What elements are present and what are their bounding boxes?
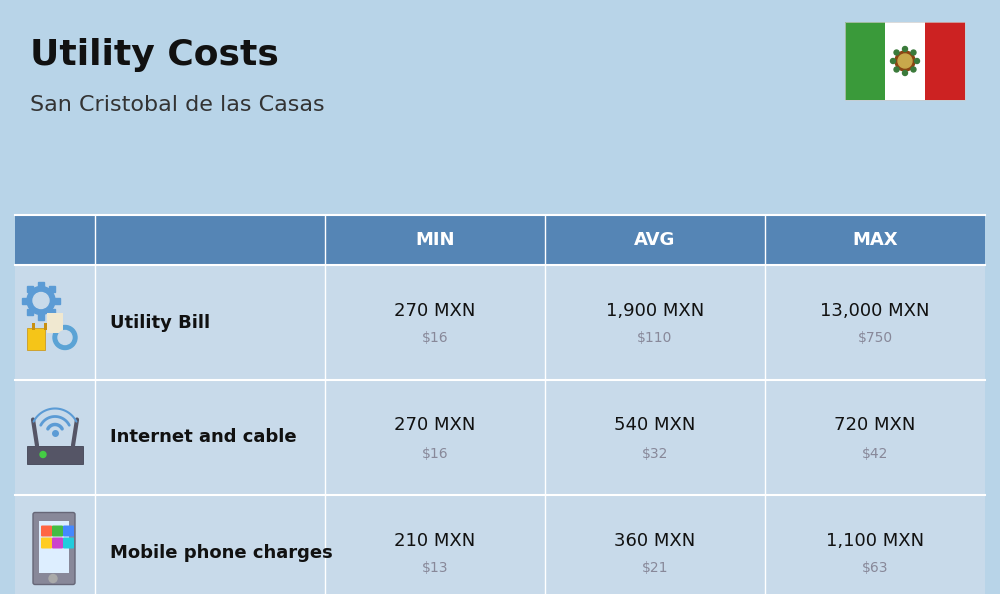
Bar	[22, 298, 28, 304]
Circle shape	[911, 67, 916, 72]
FancyBboxPatch shape	[63, 538, 74, 548]
FancyBboxPatch shape	[41, 538, 52, 548]
Text: 270 MXN: 270 MXN	[394, 416, 476, 434]
Text: MAX: MAX	[852, 231, 898, 249]
Circle shape	[894, 50, 899, 55]
Circle shape	[898, 54, 912, 68]
Circle shape	[33, 292, 49, 308]
Circle shape	[49, 574, 57, 583]
Text: Utility Bill: Utility Bill	[110, 314, 210, 331]
Circle shape	[27, 286, 55, 314]
Bar	[15, 495, 985, 594]
Bar	[15, 380, 985, 495]
FancyBboxPatch shape	[52, 538, 63, 548]
Circle shape	[902, 71, 908, 75]
FancyBboxPatch shape	[63, 526, 74, 536]
Text: 210 MXN: 210 MXN	[394, 532, 476, 549]
Text: 540 MXN: 540 MXN	[614, 416, 696, 434]
Text: San Cristobal de las Casas: San Cristobal de las Casas	[30, 95, 325, 115]
Text: $21: $21	[642, 561, 668, 576]
Bar	[27, 286, 33, 292]
FancyBboxPatch shape	[52, 526, 63, 536]
Bar	[27, 446, 83, 463]
Text: MIN: MIN	[415, 231, 455, 249]
Circle shape	[894, 67, 899, 72]
Text: 1,100 MXN: 1,100 MXN	[826, 532, 924, 549]
Bar	[845, 22, 965, 100]
Bar	[38, 282, 44, 287]
Text: $110: $110	[637, 331, 673, 346]
Bar	[44, 323, 47, 330]
Bar	[54, 298, 60, 304]
Text: 1,900 MXN: 1,900 MXN	[606, 302, 704, 320]
Text: 360 MXN: 360 MXN	[614, 532, 696, 549]
Circle shape	[895, 51, 915, 71]
Text: Utility Costs: Utility Costs	[30, 38, 279, 72]
Text: 720 MXN: 720 MXN	[834, 416, 916, 434]
Bar	[38, 314, 44, 320]
Text: $42: $42	[862, 447, 888, 460]
Bar	[925, 22, 965, 100]
Text: $13: $13	[422, 561, 448, 576]
Bar	[47, 312, 63, 333]
Circle shape	[53, 326, 77, 349]
Circle shape	[914, 58, 920, 64]
Bar	[885, 22, 925, 100]
Text: $750: $750	[857, 331, 893, 346]
Bar	[15, 265, 985, 380]
Text: $16: $16	[422, 331, 448, 346]
Circle shape	[902, 46, 908, 52]
Bar	[27, 309, 33, 315]
Text: Internet and cable: Internet and cable	[110, 428, 297, 447]
Bar	[15, 215, 985, 265]
Bar	[32, 323, 35, 330]
Text: Mobile phone charges: Mobile phone charges	[110, 544, 333, 561]
FancyBboxPatch shape	[41, 526, 52, 536]
Circle shape	[58, 330, 72, 345]
Text: 270 MXN: 270 MXN	[394, 302, 476, 320]
Text: $16: $16	[422, 447, 448, 460]
Bar	[27, 327, 45, 349]
Text: $63: $63	[862, 561, 888, 576]
Bar	[845, 22, 885, 100]
FancyBboxPatch shape	[33, 513, 75, 584]
Circle shape	[40, 451, 46, 457]
Bar	[39, 520, 69, 573]
Circle shape	[911, 50, 916, 55]
Text: $32: $32	[642, 447, 668, 460]
Circle shape	[891, 58, 896, 64]
Bar	[49, 286, 55, 292]
Text: AVG: AVG	[634, 231, 676, 249]
Bar	[49, 309, 55, 315]
Text: 13,000 MXN: 13,000 MXN	[820, 302, 930, 320]
